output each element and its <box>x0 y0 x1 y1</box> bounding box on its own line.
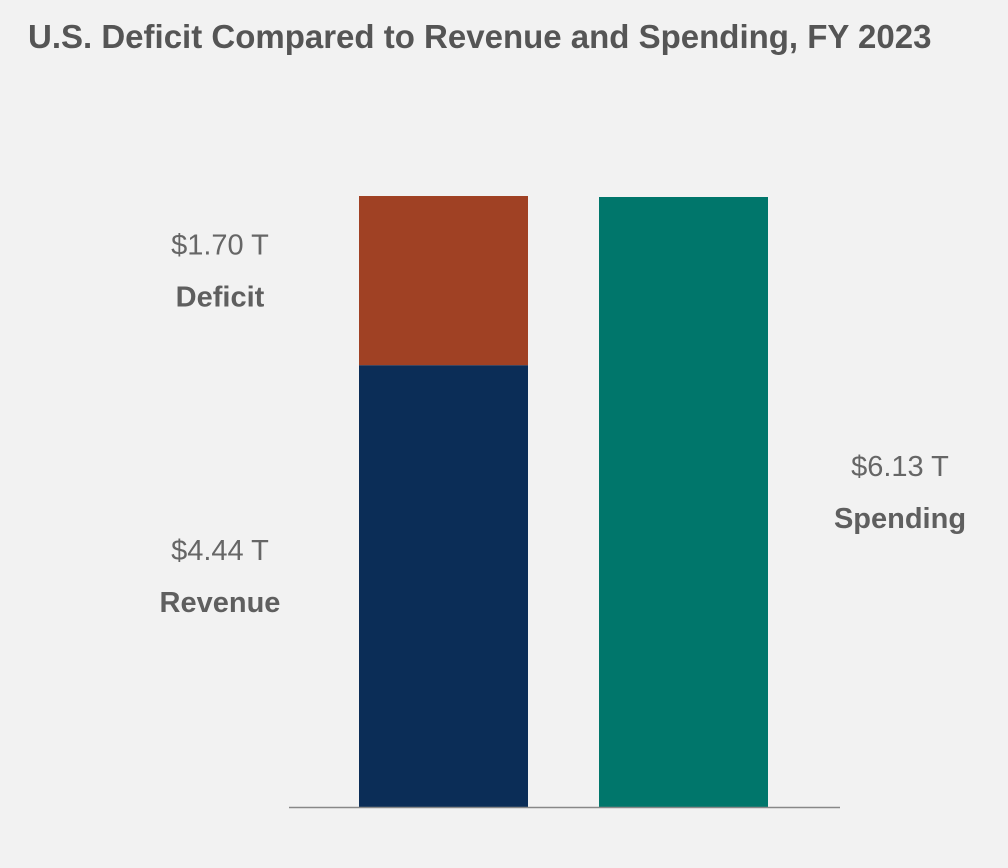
value-label-revenue: $4.44 T <box>171 535 269 567</box>
value-label-spending: $6.13 T <box>851 451 949 483</box>
labels-layer: $4.44 T Revenue $1.70 T Deficit $6.13 T Spend… <box>160 230 967 619</box>
name-label-deficit: Deficit <box>176 282 265 314</box>
name-label-spending: Spending <box>834 503 966 535</box>
bar-segment-spending <box>599 197 768 807</box>
bar-segment-deficit <box>359 196 528 366</box>
bars-layer <box>359 196 768 807</box>
bar-segment-revenue <box>359 365 528 807</box>
value-label-deficit: $1.70 T <box>171 230 269 262</box>
chart-title: U.S. Deficit Compared to Revenue and Spe… <box>28 18 932 55</box>
name-label-revenue: Revenue <box>160 587 281 619</box>
